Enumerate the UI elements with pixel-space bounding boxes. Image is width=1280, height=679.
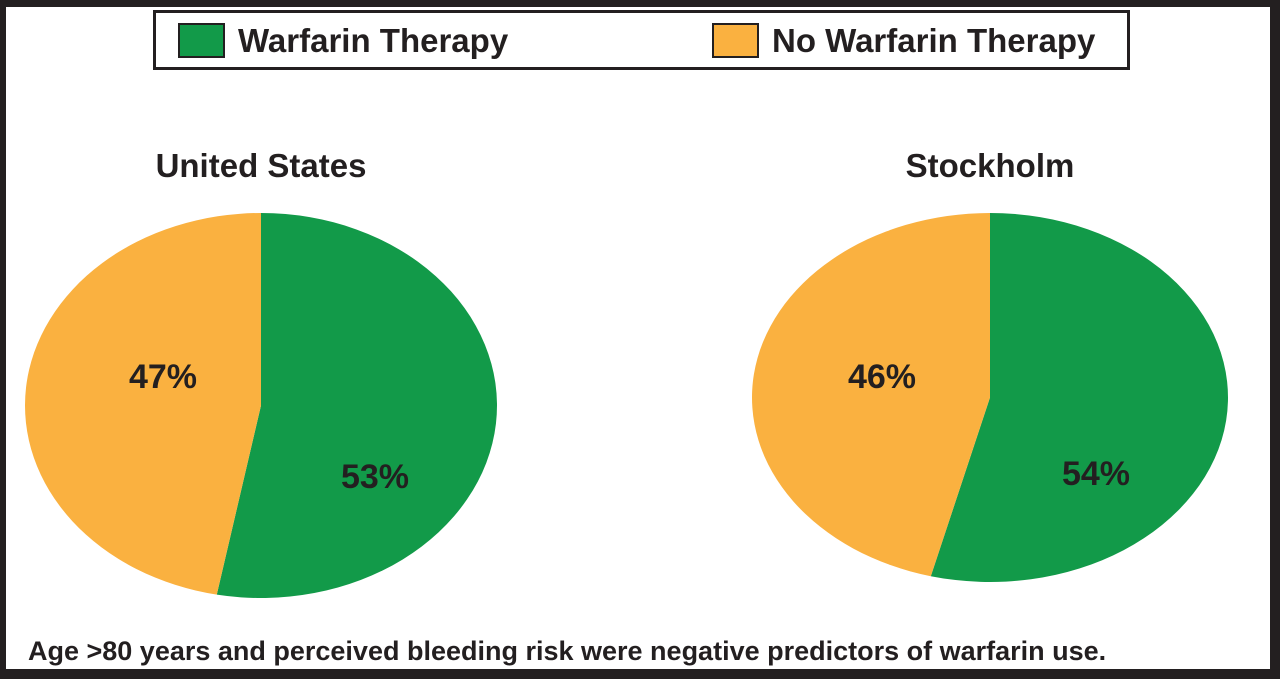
legend: Warfarin Therapy No Warfarin Therapy	[153, 10, 1130, 70]
slice-label-us-warfarin: 53%	[340, 458, 410, 496]
pie-chart-stockholm: Stockholm 46% 54%	[752, 149, 1228, 582]
slice-label-stockholm-no-warfarin: 46%	[847, 358, 917, 396]
chart-title-united-states: United States	[155, 147, 367, 184]
legend-label-no-warfarin-therapy: No Warfarin Therapy	[772, 21, 1096, 59]
pie-stockholm	[752, 213, 1228, 582]
figure-caption: Age >80 years and perceived bleeding ris…	[28, 636, 1107, 666]
legend-label-warfarin-therapy: Warfarin Therapy	[238, 21, 509, 59]
pie-united-states	[25, 213, 497, 598]
slice-label-stockholm-warfarin: 54%	[1061, 455, 1131, 493]
slice-label-us-no-warfarin: 47%	[128, 358, 198, 396]
legend-item-no-warfarin-therapy: No Warfarin Therapy	[712, 13, 1095, 67]
warfarin-therapy-color-swatch	[178, 22, 225, 58]
pie-chart-united-states: United States 47% 53%	[25, 149, 497, 598]
legend-item-warfarin-therapy: Warfarin Therapy	[178, 13, 508, 67]
chart-title-stockholm: Stockholm	[905, 147, 1075, 184]
no-warfarin-therapy-color-swatch	[712, 22, 759, 58]
